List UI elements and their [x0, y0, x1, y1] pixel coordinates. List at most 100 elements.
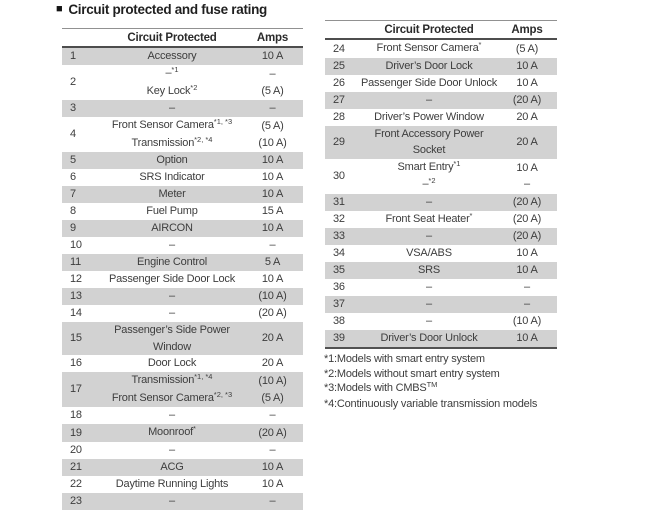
- circuit-cell: –: [361, 194, 497, 211]
- row-number: 1: [70, 50, 76, 63]
- amps-value: (20 A): [512, 230, 542, 243]
- row-number-cell: 32: [325, 211, 361, 229]
- footnote: *2:Models without smart entry system: [324, 367, 568, 382]
- circuit-name-text: Driver’s Power Window: [374, 110, 484, 123]
- amps-value: –: [269, 102, 276, 115]
- section-title-text: Circuit protected and fuse rating: [68, 2, 267, 17]
- row-number-cell: 34: [325, 245, 361, 262]
- row-number-cell: 9: [62, 220, 102, 237]
- amps-value: (20 A): [512, 213, 542, 225]
- table-row: 16 Door Lock 20 A: [62, 355, 303, 372]
- amps-value: –: [524, 178, 530, 190]
- circuit-name-text: Driver’s Door Lock: [385, 59, 473, 72]
- circuit-cell: Front Sensor Camera*1, *3 Transmission*2,…: [102, 117, 242, 152]
- amps-value: 10 A: [261, 477, 284, 490]
- row-number: 38: [333, 315, 345, 328]
- amps-cell: –: [242, 493, 303, 510]
- amps-cell: (5 A) (10 A): [242, 117, 303, 152]
- row-number: 6: [70, 171, 76, 184]
- row-number-cell: 17: [62, 372, 102, 407]
- amps-value: –: [269, 239, 276, 252]
- table-row: 28 Driver’s Power Window 20 A: [325, 109, 557, 126]
- row-number: 16: [70, 357, 82, 370]
- row-number-cell: 37: [325, 296, 361, 313]
- row-number-cell: 12: [62, 271, 102, 288]
- circuit-cell: Front Accessory Power Socket: [361, 126, 497, 159]
- circuit-name: ACG: [160, 459, 183, 476]
- circuit-name-text: Driver’s Door Unlock: [380, 332, 478, 345]
- circuit-name-text: Key Lock: [146, 84, 191, 97]
- amps-value: –: [269, 409, 276, 422]
- circuit-name: Front Sensor Camera*1, *3: [112, 117, 232, 135]
- amps-value: (10 A): [258, 136, 287, 149]
- table-row: 4 Front Sensor Camera*1, *3 Transmission*2…: [62, 117, 303, 152]
- table-row: 26 Passenger Side Door Unlock 10 A: [325, 75, 557, 92]
- table-row: 39 Driver’s Door Unlock 10 A: [325, 330, 557, 347]
- circuit-name: SRS: [418, 262, 440, 279]
- circuit-name: –: [169, 407, 175, 424]
- amps-value: 20 A: [516, 135, 538, 148]
- footnote-label: *3:: [324, 382, 337, 394]
- row-number-cell: 30: [325, 159, 361, 194]
- row-number: 29: [333, 135, 345, 148]
- circuit-name-text: Passenger Side Door Lock: [108, 273, 236, 286]
- amps-value: 10 A: [516, 264, 538, 277]
- circuit-name: Transmission*2, *4: [132, 135, 213, 153]
- circuit-name: SRS Indicator: [139, 169, 204, 186]
- row-number: 27: [333, 93, 345, 106]
- row-number-cell: 23: [62, 493, 102, 510]
- circuit-cell: –: [361, 296, 497, 313]
- circuit-name-superscript: *: [469, 210, 473, 220]
- table-row: 20 – –: [62, 442, 303, 459]
- amps-value: (10 A): [512, 315, 542, 328]
- circuit-cell: Front Seat Heater*: [361, 211, 497, 229]
- row-number: 15: [70, 332, 82, 345]
- circuit-cell: –: [361, 228, 497, 245]
- row-number-cell: 27: [325, 92, 361, 109]
- amps-cell: –: [242, 442, 303, 459]
- circuit-cell: Engine Control: [102, 254, 242, 271]
- amps-cell: 10 A: [242, 186, 303, 203]
- circuit-cell: VSA/ABS: [361, 245, 497, 262]
- circuit-name: Accessory: [148, 48, 197, 65]
- amps-value: (20 A): [512, 195, 542, 208]
- row-number: 22: [70, 477, 82, 490]
- table-row: 3 – –: [62, 100, 303, 117]
- footnote: *3:Models with CMBSTM: [324, 380, 568, 397]
- amps-value: (20 A): [258, 307, 287, 320]
- table-row: 33 – (20 A): [325, 228, 557, 245]
- circuit-name-text: Front Sensor Camera: [376, 42, 479, 54]
- amps-cell: (10 A) (5 A): [242, 372, 303, 407]
- amps-cell: 10 A: [242, 169, 303, 186]
- circuit-name-text: –: [426, 281, 432, 294]
- table-row: 34 VSA/ABS 10 A: [325, 245, 557, 262]
- row-number: 4: [70, 128, 76, 141]
- amps-value: (5 A): [261, 120, 284, 132]
- circuit-cell: Driver’s Door Unlock: [361, 330, 497, 347]
- circuit-cell: –: [102, 407, 242, 424]
- section-square-icon: ■: [56, 3, 63, 15]
- circuit-name: Daytime Running Lights: [116, 476, 229, 493]
- row-number: 7: [70, 188, 76, 201]
- circuit-name: Meter: [158, 186, 185, 203]
- table-row: 5 Option 10 A: [62, 152, 303, 169]
- footnote: *1:Models with smart entry system: [324, 352, 568, 367]
- row-number-cell: 15: [62, 322, 102, 355]
- amps-value: 10 A: [261, 460, 284, 473]
- circuit-cell: Daytime Running Lights: [102, 476, 242, 493]
- row-number-cell: 31: [325, 194, 361, 211]
- row-number: 36: [333, 281, 345, 294]
- row-number-cell: 4: [62, 117, 102, 152]
- amps-value: (20 A): [258, 426, 287, 439]
- row-number-cell: 14: [62, 305, 102, 322]
- amps-cell: 10 A: [242, 48, 303, 65]
- amps-value: –: [524, 298, 530, 311]
- amps-cell: 20 A: [242, 322, 303, 355]
- circuit-name-text: Door Lock: [147, 357, 197, 370]
- amps-cell: 10 A: [242, 152, 303, 169]
- circuit-name-text: Passenger Side Door Unlock: [361, 76, 498, 89]
- amps-value: 20 A: [261, 332, 284, 345]
- amps-value: 10 A: [261, 188, 284, 201]
- circuit-cell: AIRCON: [102, 220, 242, 237]
